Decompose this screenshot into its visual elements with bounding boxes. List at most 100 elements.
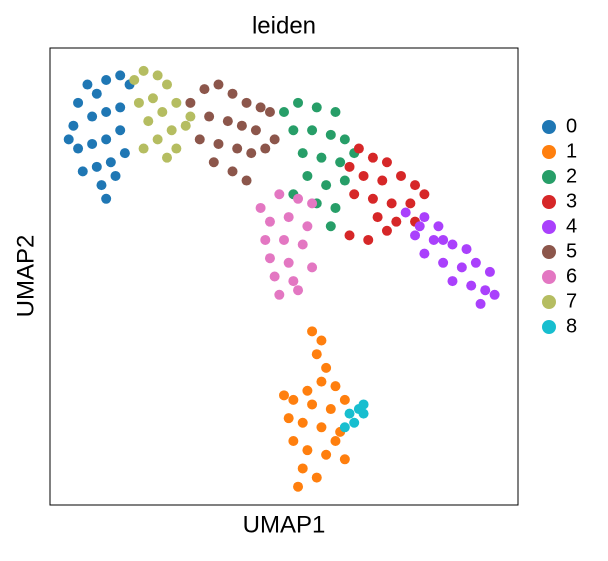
point [260, 234, 271, 245]
point [438, 257, 449, 268]
point [396, 170, 406, 181]
point [269, 134, 280, 145]
point [73, 143, 84, 154]
point [115, 70, 126, 81]
point [484, 266, 495, 277]
point [414, 221, 425, 232]
point [185, 97, 196, 108]
point [381, 225, 392, 236]
point [344, 408, 355, 419]
point [73, 97, 84, 108]
point [372, 212, 383, 223]
point [307, 262, 318, 273]
point [339, 175, 350, 186]
point [264, 216, 275, 227]
point [288, 125, 299, 136]
point [307, 125, 318, 136]
point [227, 166, 238, 177]
point [316, 376, 327, 387]
point [325, 129, 336, 140]
plot-frame [49, 47, 519, 506]
point [274, 189, 285, 200]
point [461, 244, 472, 255]
point [133, 97, 144, 108]
point [241, 175, 252, 186]
point [330, 106, 341, 117]
point [391, 216, 402, 227]
point [311, 349, 322, 360]
point [349, 189, 360, 200]
point [297, 417, 308, 428]
point [358, 170, 369, 181]
point [353, 143, 364, 154]
point [274, 289, 285, 300]
point [344, 230, 355, 241]
point [419, 189, 430, 200]
point [316, 422, 327, 433]
point [386, 198, 397, 209]
point [447, 276, 458, 287]
point [147, 93, 158, 104]
legend-marker [542, 145, 556, 159]
point [87, 138, 98, 149]
point [456, 262, 467, 273]
point [302, 170, 313, 181]
point [344, 161, 355, 172]
point [255, 102, 266, 113]
point [367, 152, 378, 163]
point [438, 234, 449, 245]
point [330, 436, 341, 447]
point [325, 221, 336, 232]
legend-label: 8 [566, 315, 577, 337]
point [330, 381, 341, 392]
point [358, 399, 369, 410]
legend-marker [542, 320, 556, 334]
point [152, 70, 163, 81]
legend-label: 3 [566, 190, 577, 212]
point [269, 271, 280, 282]
point [307, 399, 318, 410]
x-axis-label: UMAP1 [243, 511, 326, 538]
legend-marker [542, 220, 556, 234]
point [68, 120, 79, 131]
point [283, 413, 294, 424]
point [213, 79, 224, 90]
point [428, 234, 439, 245]
point [339, 394, 350, 405]
point [115, 125, 126, 136]
point [316, 152, 327, 163]
point [250, 125, 261, 136]
point [410, 180, 421, 191]
point [339, 454, 350, 465]
point [105, 157, 116, 168]
point [316, 335, 327, 346]
point [279, 234, 289, 245]
legend-marker [542, 120, 556, 134]
point [91, 161, 102, 172]
point [447, 239, 458, 250]
point [213, 138, 224, 149]
point [297, 239, 308, 250]
point [311, 102, 322, 113]
point [185, 111, 196, 122]
point [307, 326, 318, 337]
point [115, 102, 126, 113]
point [321, 180, 332, 191]
point [311, 472, 322, 483]
point [283, 212, 294, 223]
point [293, 193, 304, 204]
point [204, 111, 215, 122]
point [293, 97, 304, 108]
point [91, 88, 102, 99]
legend-label: 7 [566, 290, 577, 312]
point [405, 198, 416, 209]
point [143, 116, 154, 127]
legend-marker [542, 195, 556, 209]
point [264, 106, 275, 117]
point [321, 449, 332, 460]
legend-marker [542, 170, 556, 184]
point [232, 143, 243, 154]
point [194, 134, 205, 145]
legend-label: 1 [566, 140, 577, 162]
